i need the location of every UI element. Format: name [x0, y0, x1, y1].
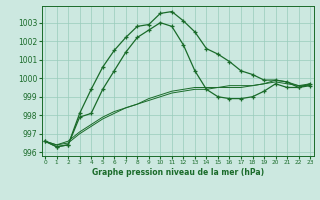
X-axis label: Graphe pression niveau de la mer (hPa): Graphe pression niveau de la mer (hPa) — [92, 168, 264, 177]
